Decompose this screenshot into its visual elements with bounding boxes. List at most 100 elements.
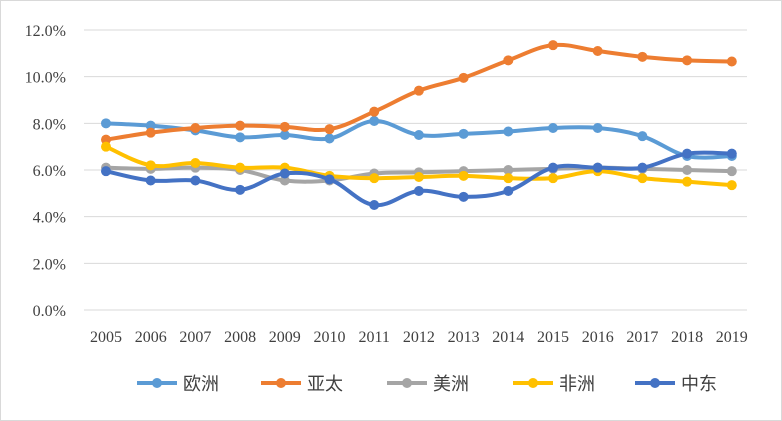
data-point — [369, 200, 380, 210]
series-1 — [101, 40, 737, 145]
x-tick-label: 2011 — [358, 329, 389, 346]
x-tick-label: 2007 — [179, 329, 211, 346]
data-point — [235, 132, 246, 143]
data-point — [145, 127, 156, 138]
data-point — [235, 162, 246, 173]
data-point — [324, 133, 335, 144]
series-4 — [101, 148, 737, 210]
data-point — [592, 162, 603, 173]
x-tick-label: 2006 — [135, 329, 167, 346]
x-tick-label: 2005 — [90, 329, 122, 346]
data-point — [548, 162, 558, 173]
data-point — [726, 180, 737, 191]
series-0 — [101, 116, 737, 161]
data-point — [637, 162, 648, 173]
data-point — [235, 120, 246, 131]
y-tick-label: 0.0% — [33, 303, 66, 320]
data-point — [682, 55, 693, 66]
legend-marker-icon — [402, 378, 412, 388]
data-point — [279, 175, 290, 186]
legend-marker-icon — [276, 378, 286, 388]
data-point — [279, 168, 290, 179]
data-point — [548, 123, 558, 133]
x-tick-label: 2018 — [671, 329, 703, 346]
y-tick-label: 2.0% — [33, 256, 66, 273]
data-point — [503, 126, 514, 137]
legend-label: 亚太 — [307, 374, 343, 395]
data-point — [369, 116, 380, 126]
x-tick-label: 2009 — [269, 329, 301, 346]
x-tick-label: 2012 — [403, 329, 435, 346]
data-point — [503, 165, 514, 175]
legend-label: 非洲 — [559, 374, 595, 395]
x-tick-label: 2016 — [582, 329, 614, 346]
data-point — [145, 160, 156, 171]
y-axis-ticks: 0.0% 2.0% 4.0% 6.0% 8.0% 10.0% 12.0% — [25, 23, 66, 320]
data-point — [682, 165, 693, 175]
legend-label: 欧洲 — [183, 374, 219, 395]
data-point — [592, 123, 603, 133]
x-tick-label: 2019 — [716, 329, 748, 346]
data-point — [637, 51, 648, 62]
data-point — [101, 166, 111, 177]
data-point — [413, 85, 424, 96]
legend-item: 亚太 — [261, 374, 343, 395]
data-point — [369, 106, 380, 117]
x-tick-label: 2017 — [626, 329, 658, 346]
x-axis-ticks: 2005 2006 2007 2008 2009 2010 2011 2012 2013 2014… — [90, 329, 748, 346]
data-point — [190, 158, 201, 168]
x-tick-label: 2013 — [448, 329, 480, 346]
data-point — [726, 148, 737, 159]
legend-item: 非洲 — [513, 374, 595, 395]
data-point — [458, 128, 469, 139]
data-point — [726, 166, 737, 177]
data-point — [503, 173, 514, 184]
data-point — [101, 118, 111, 129]
data-point — [592, 46, 603, 56]
data-point — [190, 175, 201, 186]
legend-item: 美洲 — [387, 374, 469, 395]
data-point — [101, 134, 111, 145]
y-tick-label: 12.0% — [25, 23, 66, 40]
data-point — [101, 141, 111, 152]
data-point — [145, 175, 156, 186]
data-point — [279, 121, 290, 132]
y-tick-label: 10.0% — [25, 70, 66, 87]
data-point — [682, 176, 693, 187]
legend-marker-icon — [152, 378, 162, 388]
x-tick-label: 2008 — [224, 329, 256, 346]
data-point — [413, 130, 424, 140]
y-tick-label: 4.0% — [33, 210, 66, 227]
data-point — [324, 124, 335, 135]
data-point — [458, 191, 469, 202]
data-point — [458, 72, 469, 83]
data-point — [458, 170, 469, 181]
data-point — [413, 186, 424, 196]
data-point — [548, 40, 558, 51]
x-tick-label: 2010 — [314, 329, 346, 346]
legend-marker-icon — [650, 378, 660, 388]
legend-item: 中东 — [635, 374, 717, 395]
data-point — [503, 55, 514, 66]
y-tick-label: 6.0% — [33, 163, 66, 180]
data-point — [637, 131, 648, 142]
x-tick-label: 2014 — [492, 329, 524, 346]
data-point — [324, 174, 335, 185]
legend-label: 美洲 — [433, 374, 469, 395]
legend-item: 欧洲 — [137, 374, 219, 395]
legend-marker-icon — [528, 378, 538, 388]
data-point — [413, 172, 424, 182]
data-point — [190, 123, 201, 133]
data-point — [682, 148, 693, 159]
data-point — [637, 173, 648, 184]
x-tick-label: 2015 — [537, 329, 569, 346]
data-point — [503, 186, 514, 196]
data-point — [279, 130, 290, 140]
y-tick-label: 8.0% — [33, 116, 66, 133]
data-point — [726, 56, 737, 67]
data-point — [235, 184, 246, 195]
legend: 欧洲 亚太 美洲 非洲 中东 — [137, 374, 717, 395]
data-point — [548, 173, 558, 184]
data-point — [369, 173, 380, 184]
